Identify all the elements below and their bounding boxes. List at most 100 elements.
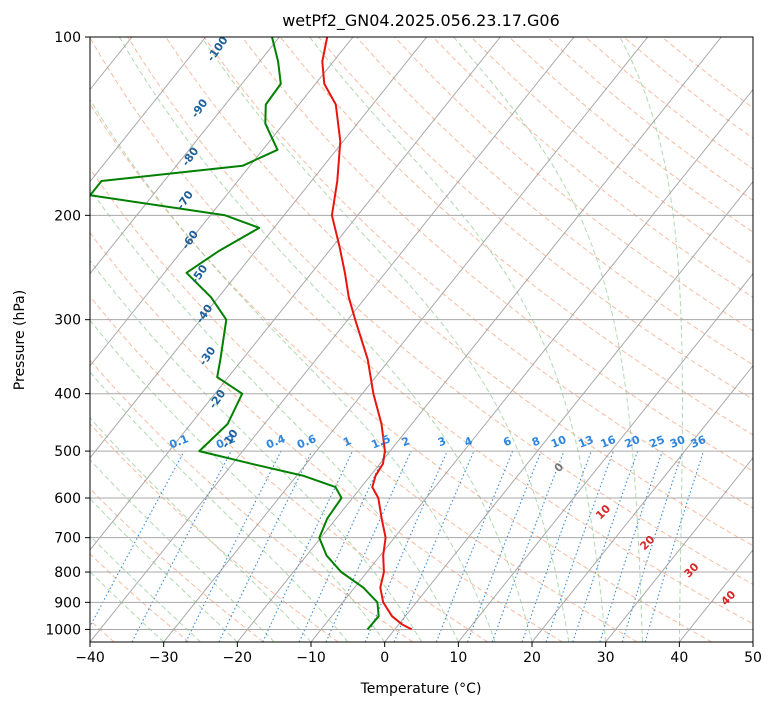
dry-adiabat	[433, 37, 775, 642]
x-tick-label: 30	[597, 650, 615, 666]
moist-adiabat	[0, 311, 201, 642]
mixing-ratio-label: 20	[623, 433, 642, 451]
mixing-ratio-label: 0.1	[167, 432, 190, 451]
moist-adiabat	[81, 84, 496, 642]
dry-adiabat	[90, 37, 775, 642]
dry-adiabat	[318, 37, 775, 642]
moist-adiabat	[620, 37, 683, 642]
mixing-ratio-line	[600, 451, 663, 642]
dry-adiabat	[0, 37, 189, 642]
isotherm-line	[679, 37, 775, 642]
mixing-ratio-line	[468, 451, 542, 642]
y-axis-label: Pressure (hPa)	[12, 290, 28, 390]
y-tick-label: 500	[54, 444, 81, 460]
dry-adiabat	[242, 37, 775, 642]
isotherm-line	[385, 37, 775, 642]
mixing-ratio-line	[436, 451, 512, 642]
y-tick-label: 400	[54, 387, 81, 403]
moist-adiabat	[202, 37, 569, 642]
mixing-ratio-label: 3	[436, 434, 448, 449]
mixing-ratio-line	[326, 451, 411, 642]
moist-adiabat-label: -20	[206, 387, 228, 411]
moist-adiabat-label: -30	[196, 344, 218, 368]
isotherm-line	[458, 37, 775, 642]
isotherm-line	[0, 37, 279, 642]
moist-adiabat-label: -100	[204, 34, 231, 64]
x-tick-label: 50	[744, 650, 762, 666]
mixing-ratio-line	[186, 451, 281, 642]
y-tick-label: 100	[54, 30, 81, 46]
isotherm-line	[606, 37, 775, 642]
profile-traces	[90, 37, 412, 629]
y-tick-label: 1000	[45, 622, 81, 638]
dry-adiabat	[0, 37, 488, 642]
isotherm-line	[0, 37, 58, 642]
mixing-ratio-label: 16	[599, 433, 618, 451]
dry-adiabat	[471, 37, 775, 642]
mixing-ratio-label: 10	[549, 433, 568, 451]
dewpoint-trace	[90, 37, 379, 629]
dry-adiabat-label: 30	[682, 560, 702, 580]
moist-adiabat	[26, 166, 421, 642]
y-tick-label: 600	[54, 491, 81, 507]
dry-adiabat	[166, 37, 775, 642]
dry-adiabat-label: 40	[718, 588, 738, 608]
chart-title: wetPf2_GN04.2025.056.23.17.G06	[282, 11, 560, 31]
isotherm-line	[16, 37, 500, 642]
x-tick-label: 0	[380, 650, 389, 666]
mixing-ratio-label: 6	[501, 434, 513, 449]
dry-adiabat	[395, 37, 775, 642]
moist-adiabat-label: -90	[188, 96, 210, 120]
y-tick-label: 300	[54, 313, 81, 329]
moist-adiabat	[0, 268, 274, 642]
isotherm-line	[0, 37, 353, 642]
dry-adiabat-label: 10	[593, 502, 613, 522]
grid-lines	[0, 37, 775, 642]
mixing-ratio-label: 30	[668, 433, 687, 451]
isotherm-line	[311, 37, 775, 642]
y-tick-label: 900	[54, 595, 81, 611]
dry-adiabat	[0, 37, 338, 642]
mixing-ratio-label: 25	[648, 433, 667, 451]
x-tick-label: 10	[449, 650, 467, 666]
x-tick-label: −30	[149, 650, 179, 666]
x-tick-label: −40	[75, 650, 105, 666]
dry-adiabat	[509, 37, 775, 642]
x-tick-label: −20	[223, 650, 253, 666]
y-tick-label: 800	[54, 565, 81, 581]
dry-adiabat	[51, 37, 711, 642]
mixing-ratio-label: 8	[530, 434, 542, 449]
dry-adiabat	[357, 37, 775, 642]
dry-adiabat-label: 20	[637, 533, 657, 553]
mixing-ratio-label: 2	[400, 434, 412, 449]
isotherm-line	[237, 37, 721, 642]
mixing-ratio-label: 1	[341, 434, 353, 449]
isotherm-line	[0, 37, 427, 642]
dry-adiabat	[547, 37, 775, 642]
moist-adiabat-label: -50	[188, 262, 210, 286]
isotherm-line	[0, 37, 206, 642]
mixing-ratio-line	[522, 451, 591, 642]
x-tick-label: 40	[670, 650, 688, 666]
moist-adiabat	[454, 37, 643, 642]
x-tick-label: −10	[296, 650, 326, 666]
dry-adiabat-label: 0	[552, 460, 567, 475]
moist-adiabat	[0, 288, 237, 642]
moist-adiabat	[0, 222, 348, 642]
mixing-ratio-label: 0.6	[295, 432, 318, 451]
mixing-ratio-label: 0.4	[264, 432, 287, 451]
mixing-ratio-line	[219, 451, 312, 642]
x-tick-label: 20	[523, 650, 541, 666]
mixing-ratio-label: 13	[576, 433, 595, 451]
background-lines	[0, 37, 775, 642]
moist-adiabat-label: -80	[179, 145, 201, 169]
dry-adiabat	[0, 37, 562, 642]
y-tick-label: 700	[54, 531, 81, 547]
mixing-ratio-line	[645, 451, 703, 642]
isotherm-line	[753, 37, 775, 642]
mixing-ratio-label: 4	[463, 434, 475, 449]
mixing-ratio-line	[263, 451, 353, 642]
